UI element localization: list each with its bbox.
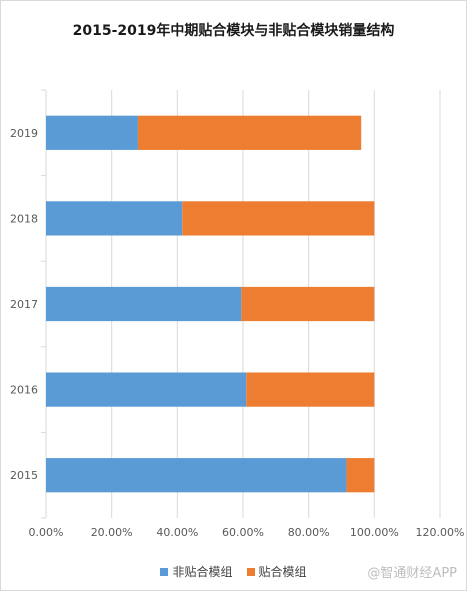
y-tick-label: 2019 (10, 127, 38, 140)
watermark: @智通财经APP (367, 566, 457, 581)
bar-2019-series-1 (137, 115, 362, 150)
bar-2015-series-1 (346, 458, 375, 493)
y-tick-label: 2018 (10, 212, 38, 225)
bar-2015-series-0 (46, 458, 347, 493)
bar-2018-series-0 (46, 201, 183, 236)
x-tick-label: 40.00% (156, 526, 198, 539)
bar-2017-series-1 (241, 286, 375, 322)
legend-swatch-1 (246, 567, 255, 576)
legend-item-0: 非贴合模组 (160, 563, 233, 580)
x-tick-label: 0.00% (29, 526, 64, 539)
y-tick-label: 2017 (10, 298, 38, 311)
x-tick-label: 120.00% (416, 526, 465, 539)
bar-2016-series-0 (46, 372, 247, 407)
bar-2017-series-0 (46, 286, 242, 322)
bar-2016-series-1 (246, 372, 375, 407)
chart-title: 2015-2019年中期贴合模块与非贴合模块销量结构 (72, 23, 395, 39)
legend-label-0: 非贴合模组 (172, 565, 233, 579)
x-tick-label: 100.00% (350, 526, 399, 539)
x-tick-label: 80.00% (288, 526, 330, 539)
legend: 非贴合模组 贴合模组 (0, 563, 467, 580)
x-tick-label: 60.00% (222, 526, 264, 539)
bar-2019-series-0 (46, 115, 138, 150)
y-tick-label: 2016 (10, 384, 38, 397)
legend-label-1: 贴合模组 (258, 565, 307, 579)
y-tick-label: 2015 (10, 469, 38, 482)
x-tick-label: 20.00% (91, 526, 133, 539)
legend-item-1: 贴合模组 (246, 563, 307, 580)
legend-swatch-0 (160, 567, 169, 576)
bar-2018-series-1 (182, 201, 375, 236)
